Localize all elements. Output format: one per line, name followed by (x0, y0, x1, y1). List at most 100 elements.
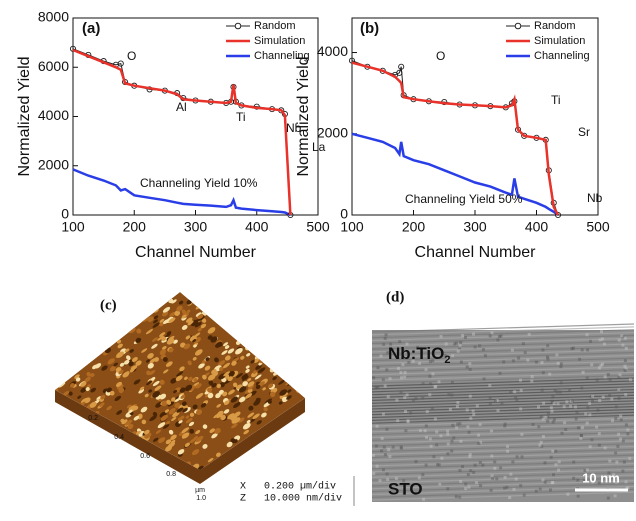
afm-grain (300, 362, 310, 371)
afm-grain (289, 366, 296, 373)
noise (380, 449, 383, 452)
noise (608, 460, 611, 463)
legend-marker (515, 23, 521, 29)
noise (624, 359, 627, 362)
noise (502, 360, 505, 363)
noise (511, 460, 514, 463)
noise (384, 453, 387, 456)
noise (509, 391, 512, 394)
afm-grain (293, 359, 302, 367)
noise (614, 452, 617, 455)
noise (451, 424, 454, 427)
noise (383, 446, 386, 449)
noise (482, 348, 485, 351)
noise (540, 415, 543, 418)
noise (438, 463, 441, 466)
noise (588, 413, 591, 416)
noise (477, 442, 480, 445)
noise (381, 437, 384, 440)
noise (629, 378, 632, 381)
afm-grain (309, 371, 314, 376)
annotation: Al (176, 100, 187, 114)
noise (457, 350, 460, 353)
noise (539, 444, 542, 447)
noise (446, 452, 449, 455)
afm-grain (312, 376, 318, 382)
noise (575, 418, 578, 421)
afm-grain (302, 381, 310, 388)
noise (469, 395, 472, 398)
noise (425, 436, 428, 439)
noise (616, 445, 619, 448)
noise (412, 399, 415, 402)
y-tick-label: 2000 (317, 124, 348, 140)
noise (489, 402, 492, 405)
noise (615, 405, 618, 408)
scale-value: 10.000 nm/div (264, 493, 342, 505)
noise (491, 474, 494, 477)
afm-tick-label: 0.2 (88, 415, 98, 422)
noise (542, 435, 545, 438)
noise (431, 372, 434, 375)
noise (472, 333, 475, 336)
noise (456, 405, 459, 408)
layer-label-sub: 2 (444, 354, 450, 366)
afm-grain (287, 375, 294, 382)
afm-grain (241, 337, 248, 343)
legend-label: Random (254, 20, 296, 32)
noise (472, 413, 475, 416)
noise (387, 448, 390, 451)
noise (404, 371, 407, 374)
noise (559, 391, 562, 394)
noise (551, 481, 554, 484)
noise (571, 399, 574, 402)
noise (619, 438, 622, 441)
noise (624, 337, 627, 340)
noise (586, 348, 589, 351)
noise (504, 476, 507, 479)
noise (535, 361, 538, 364)
noise (425, 368, 428, 371)
noise (578, 358, 581, 361)
noise (512, 359, 515, 362)
noise (484, 354, 487, 357)
noise (425, 464, 428, 467)
noise (376, 386, 379, 389)
noise (439, 434, 442, 437)
noise (590, 438, 593, 441)
noise (620, 418, 623, 421)
noise (582, 371, 585, 374)
noise (481, 464, 484, 467)
noise (429, 382, 432, 385)
annotation: Sr (578, 125, 590, 139)
afm-grain (223, 321, 231, 329)
noise (397, 367, 400, 370)
noise (468, 455, 471, 458)
noise (541, 361, 544, 364)
noise (515, 478, 518, 481)
noise (515, 399, 518, 402)
noise (430, 445, 433, 448)
noise (477, 434, 480, 437)
panel-label: (a) (82, 20, 100, 37)
afm-grain (298, 363, 306, 370)
noise (528, 333, 531, 336)
afm-grain (283, 360, 291, 368)
annotation: O (436, 49, 445, 63)
noise (590, 363, 593, 366)
noise (519, 379, 522, 382)
noise (447, 443, 450, 446)
y-tick-label: 6000 (38, 58, 69, 74)
noise (466, 366, 469, 369)
noise (404, 410, 407, 413)
noise (479, 484, 482, 487)
annotation: Channeling Yield 10% (140, 176, 258, 190)
noise (398, 340, 401, 343)
noise (479, 461, 482, 464)
noise (426, 410, 429, 413)
noise (581, 348, 584, 351)
afm-grain (256, 348, 264, 355)
noise (380, 354, 383, 357)
afm-grain (277, 366, 286, 375)
noise (520, 433, 523, 436)
